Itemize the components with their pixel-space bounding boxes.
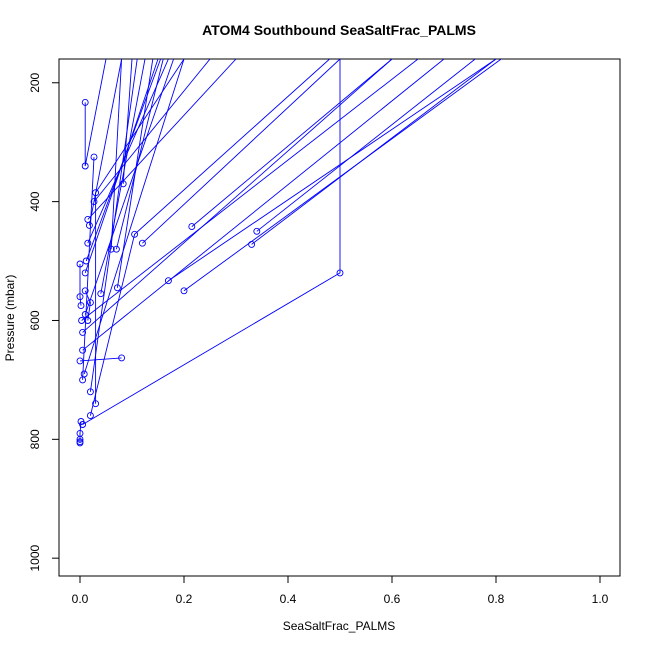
series-line-25 xyxy=(82,59,393,333)
series-line-4 xyxy=(93,59,211,202)
series-line-9 xyxy=(191,59,393,227)
data-point xyxy=(76,293,84,301)
series-line-27 xyxy=(81,59,419,321)
x-tick-label: 0.8 xyxy=(488,592,505,606)
data-point xyxy=(86,299,94,307)
data-point xyxy=(76,357,84,365)
data-point xyxy=(84,317,92,324)
data-point xyxy=(80,370,88,378)
y-axis: 200 400 600 800 1000 xyxy=(28,72,60,572)
series-line-21 xyxy=(85,59,162,262)
series-line-12 xyxy=(251,59,497,245)
data-point xyxy=(92,400,100,408)
data-point xyxy=(85,221,93,229)
data-point xyxy=(97,290,105,298)
x-tick-label: 0.0 xyxy=(72,592,89,606)
series-line-0 xyxy=(84,59,107,167)
data-point xyxy=(119,180,127,188)
data-point xyxy=(112,245,120,253)
y-tick-label: 1000 xyxy=(28,545,42,572)
data-point xyxy=(84,239,92,247)
data-point xyxy=(90,153,98,161)
data-point xyxy=(248,240,256,248)
data-point xyxy=(77,302,85,310)
series-line-19 xyxy=(100,59,146,294)
series-line-28 xyxy=(83,59,185,375)
series-line-24 xyxy=(84,59,175,315)
series-line-13 xyxy=(256,59,476,232)
data-point xyxy=(86,412,94,420)
x-axis: 0.0 0.2 0.4 0.6 0.8 1.0 xyxy=(72,575,609,606)
data-point xyxy=(79,346,87,354)
data-point xyxy=(81,287,89,295)
series-line-10 xyxy=(168,59,497,282)
data-point xyxy=(118,354,126,362)
series-line-3 xyxy=(95,59,185,404)
data-point xyxy=(90,198,98,206)
data-point xyxy=(81,162,89,170)
data-point xyxy=(336,269,344,277)
x-tick-label: 0.2 xyxy=(176,592,193,606)
series-line-23 xyxy=(88,59,123,226)
data-point xyxy=(81,98,89,106)
y-tick-label: 800 xyxy=(28,429,42,449)
data-point xyxy=(131,230,139,238)
data-point xyxy=(76,435,84,443)
x-tick-label: 0.6 xyxy=(384,592,401,606)
series-line-17 xyxy=(115,59,164,250)
data-point xyxy=(180,287,188,295)
data-point xyxy=(253,227,261,235)
data-point xyxy=(82,257,90,265)
chart-title: ATOM4 Southbound SeaSaltFrac_PALMS xyxy=(202,22,476,38)
series-line-6 xyxy=(122,59,133,184)
x-tick-label: 1.0 xyxy=(592,592,609,606)
data-layer xyxy=(76,59,502,447)
series-line-14 xyxy=(82,59,341,425)
x-axis-label: SeaSaltFrac_PALMS xyxy=(283,619,396,633)
data-point xyxy=(76,439,84,447)
series-line-22 xyxy=(87,59,169,244)
series-line-18 xyxy=(110,59,123,250)
data-point xyxy=(86,388,94,396)
y-tick-label: 400 xyxy=(28,191,42,211)
series-line-16 xyxy=(79,357,122,362)
y-axis-label: Pressure (mbar) xyxy=(3,275,17,362)
y-tick-label: 200 xyxy=(28,72,42,92)
plot-frame xyxy=(58,58,621,577)
series-line-1 xyxy=(82,157,95,380)
data-point xyxy=(138,239,146,247)
x-tick-label: 0.4 xyxy=(280,592,297,606)
series-line-31 xyxy=(84,290,91,321)
data-point xyxy=(77,418,85,425)
data-point xyxy=(188,223,196,231)
y-tick-label: 600 xyxy=(28,310,42,330)
data-point xyxy=(164,277,172,285)
series-line-7 xyxy=(89,59,330,416)
series-line-26 xyxy=(82,59,445,351)
data-point xyxy=(76,260,84,268)
data-point xyxy=(79,328,87,336)
data-point xyxy=(113,284,121,292)
series-line-8 xyxy=(142,59,341,244)
data-point xyxy=(81,269,89,277)
